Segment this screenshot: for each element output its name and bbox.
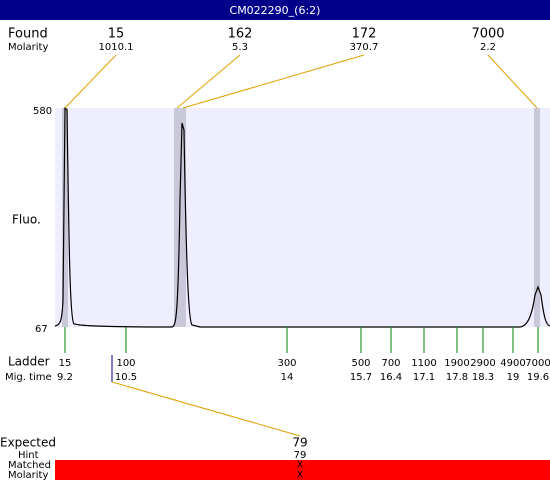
y-min: 67 [35,324,48,335]
peak-link [182,54,365,109]
peak-link [64,54,117,109]
plot-area [55,108,550,327]
ladder-size: 7000 [525,358,550,369]
peak-size: 162 [228,27,253,42]
peak-band [534,108,540,327]
ladder-size: 1100 [411,358,436,369]
trace [54,106,550,328]
mig-time: 19 [507,372,520,383]
mig-time: 10.5 [115,372,137,383]
peak-band [62,108,68,327]
y-max: 580 [33,106,52,117]
peak-size: 172 [352,27,377,42]
hint-value: 79 [294,450,307,461]
mig-time: 15.7 [350,372,372,383]
mig-time: 9.2 [57,372,73,383]
matched-value: X [297,461,303,471]
ladder-size: 300 [277,358,296,369]
mig-time: 18.3 [472,372,494,383]
molarity-row-label: Molarity [8,470,48,480]
peak-molarity: 2.2 [480,42,496,53]
mig-time: 14 [281,372,294,383]
found-label: Found [8,27,48,42]
expected-value: 79 [292,436,307,450]
matched-label: Matched [8,460,51,471]
ladder-size: 4900 [500,358,525,369]
mig-time: 17.1 [413,372,435,383]
peak-size: 15 [108,27,125,42]
title-bar [0,0,550,20]
molarity-value: X [297,471,303,480]
peak-molarity: 5.3 [232,42,248,53]
ladder-size: 2900 [470,358,495,369]
peak-link [487,54,538,109]
peak-band [174,108,180,327]
ladder-size: 500 [351,358,370,369]
mig-time-label: Mig. time [5,372,52,383]
expected-link [111,381,301,437]
mig-time: 19.6 [527,372,549,383]
ladder-size: 700 [381,358,400,369]
peak-link [176,54,241,109]
ladder-label: Ladder [8,355,50,369]
y-label: Fluo. [12,213,41,227]
molarity-label: Molarity [8,42,48,53]
peak-molarity: 1010.1 [99,42,134,53]
ladder-size: 15 [59,358,72,369]
title: CM022290_(6:2) [230,4,321,17]
mig-time: 17.8 [446,372,468,383]
ladder-size: 1900 [444,358,469,369]
hint-label: Hint [18,450,39,461]
matched-bar [55,460,550,480]
peak-band [180,108,186,327]
peak-size: 7000 [471,27,504,42]
mig-time: 16.4 [380,372,402,383]
ladder-size: 100 [116,358,135,369]
expected-label: Expected [0,436,56,450]
peak-molarity: 370.7 [350,42,379,53]
